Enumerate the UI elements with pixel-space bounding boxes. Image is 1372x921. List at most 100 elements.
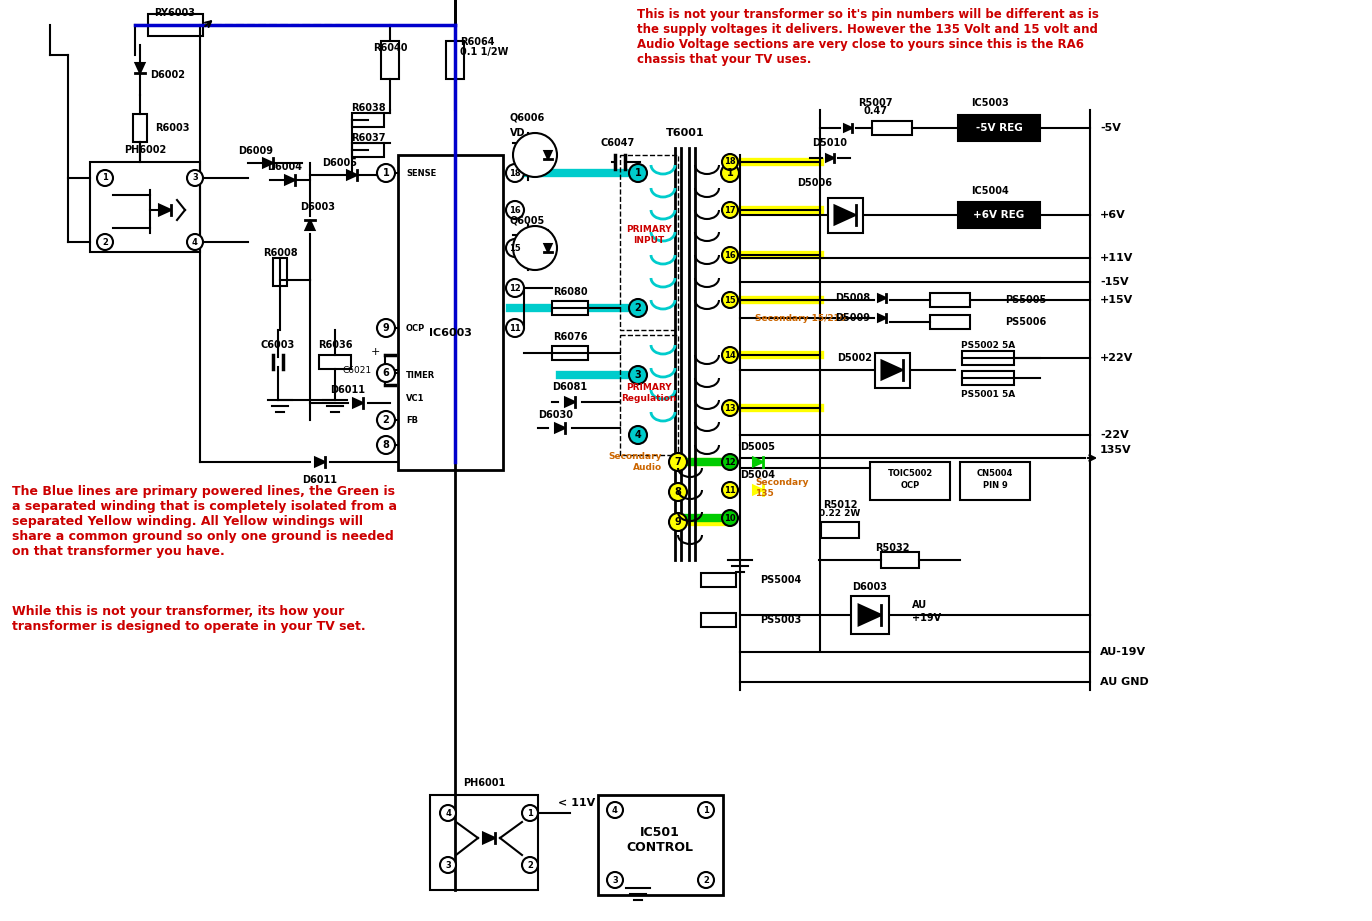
Text: R5012: R5012 <box>823 500 858 510</box>
Text: +19V: +19V <box>912 613 941 623</box>
Text: -5V REG: -5V REG <box>975 123 1022 133</box>
Circle shape <box>670 453 687 471</box>
Circle shape <box>506 319 524 337</box>
Text: PS5006: PS5006 <box>1006 317 1047 327</box>
Text: -5V: -5V <box>1100 123 1121 133</box>
Text: IC6003: IC6003 <box>429 328 472 337</box>
Text: Q6006: Q6006 <box>510 113 545 123</box>
Bar <box>620 155 678 330</box>
Text: 3: 3 <box>192 173 198 182</box>
Text: 1: 1 <box>527 809 532 818</box>
Text: D5009: D5009 <box>836 313 870 323</box>
Circle shape <box>722 247 738 263</box>
Bar <box>320 355 351 369</box>
Text: D5010: D5010 <box>812 138 848 148</box>
Text: IC5003: IC5003 <box>971 98 1008 108</box>
Text: D5004: D5004 <box>741 470 775 480</box>
Polygon shape <box>826 155 834 162</box>
Text: +22V: +22V <box>1100 353 1133 363</box>
Text: RY6003: RY6003 <box>155 8 195 18</box>
Text: Q6005: Q6005 <box>510 215 545 225</box>
Text: AU GND: AU GND <box>1100 677 1148 687</box>
Text: R6008: R6008 <box>262 248 298 258</box>
Text: 0.1 1/2W: 0.1 1/2W <box>460 47 509 57</box>
Circle shape <box>722 454 738 470</box>
Polygon shape <box>545 151 552 159</box>
Text: D6004: D6004 <box>268 162 302 172</box>
Text: 7: 7 <box>675 457 682 467</box>
Circle shape <box>377 319 395 337</box>
Text: TIMER: TIMER <box>406 370 435 379</box>
Text: OCP: OCP <box>900 481 919 489</box>
Text: D5002: D5002 <box>837 353 873 363</box>
Text: 3: 3 <box>445 860 451 869</box>
Text: 1: 1 <box>383 168 390 178</box>
Text: Secondary
135: Secondary 135 <box>755 478 808 497</box>
Text: While this is not your transformer, its how your
transformer is designed to oper: While this is not your transformer, its … <box>12 605 365 633</box>
Text: PS5003: PS5003 <box>760 615 801 625</box>
Text: 8: 8 <box>675 487 682 497</box>
Text: D6003: D6003 <box>852 582 888 592</box>
Bar <box>446 41 464 79</box>
Text: D6002: D6002 <box>150 70 185 80</box>
Text: 16: 16 <box>724 251 735 260</box>
Circle shape <box>670 483 687 501</box>
Text: 2: 2 <box>702 876 709 884</box>
Polygon shape <box>844 124 852 132</box>
Circle shape <box>506 279 524 297</box>
Polygon shape <box>263 158 273 168</box>
Text: D5005: D5005 <box>741 442 775 452</box>
Text: TOIC5002: TOIC5002 <box>888 469 933 477</box>
Text: R6038: R6038 <box>351 103 386 113</box>
Polygon shape <box>353 399 364 408</box>
Text: PS5001 5A: PS5001 5A <box>960 390 1015 399</box>
Circle shape <box>722 347 738 363</box>
Text: R6003: R6003 <box>155 123 189 133</box>
Text: < 11V: < 11V <box>558 798 595 808</box>
Text: PH6002: PH6002 <box>123 145 166 155</box>
Bar <box>962 371 1014 385</box>
Text: 3: 3 <box>612 876 617 884</box>
Circle shape <box>628 366 648 384</box>
Text: PS5004: PS5004 <box>760 575 801 585</box>
Text: -15V: -15V <box>1100 277 1129 287</box>
Circle shape <box>698 872 713 888</box>
Circle shape <box>722 202 738 218</box>
Circle shape <box>187 234 203 250</box>
Text: 9: 9 <box>383 323 390 333</box>
Text: 3: 3 <box>635 370 641 380</box>
Bar <box>148 14 203 36</box>
Text: R6064: R6064 <box>460 37 494 47</box>
Text: PRIMARY
Regulation: PRIMARY Regulation <box>622 383 676 402</box>
Text: D6011: D6011 <box>302 475 338 485</box>
Text: 4: 4 <box>612 806 617 814</box>
Circle shape <box>722 400 738 416</box>
Text: C6003: C6003 <box>261 340 295 350</box>
Circle shape <box>521 857 538 873</box>
Polygon shape <box>565 398 575 406</box>
Bar <box>960 462 1030 500</box>
Text: 8: 8 <box>383 440 390 450</box>
Bar <box>851 596 889 634</box>
Text: D6005: D6005 <box>322 158 358 168</box>
Circle shape <box>722 510 738 526</box>
Text: C6021: C6021 <box>343 366 372 375</box>
Bar <box>552 301 589 315</box>
Polygon shape <box>347 170 357 180</box>
Polygon shape <box>859 604 881 625</box>
Text: 1: 1 <box>102 173 108 182</box>
Bar <box>930 315 970 329</box>
Circle shape <box>506 239 524 257</box>
Bar <box>552 346 589 360</box>
Bar <box>353 143 384 157</box>
Polygon shape <box>753 458 763 467</box>
Text: R6076: R6076 <box>553 332 587 342</box>
Text: T6001: T6001 <box>665 128 704 138</box>
Text: 1: 1 <box>635 168 641 178</box>
Text: R6080: R6080 <box>553 287 587 297</box>
Text: IC5004: IC5004 <box>971 186 1008 196</box>
Text: IC501
CONTROL: IC501 CONTROL <box>627 826 693 854</box>
Text: 2: 2 <box>102 238 108 247</box>
Circle shape <box>521 805 538 821</box>
Text: 10: 10 <box>724 514 735 522</box>
